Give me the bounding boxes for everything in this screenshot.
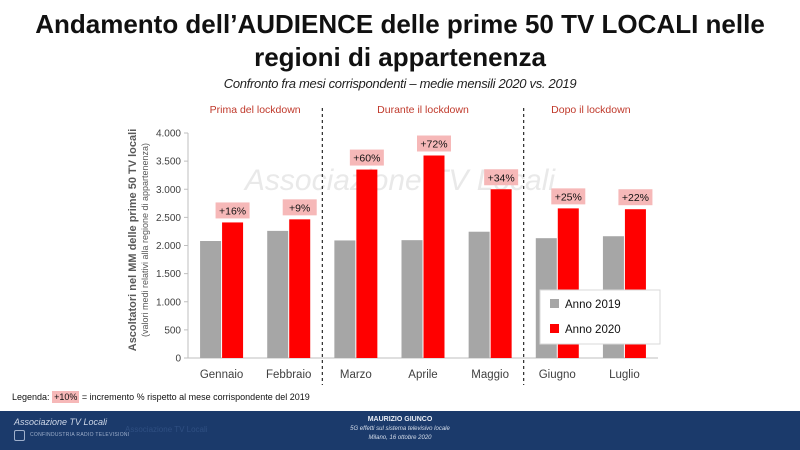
footer-talk-title: 5G effetti sul sistema televisivo locale [350, 426, 450, 432]
y-axis-subtitle: (valori medi relativi alla regione di ap… [140, 143, 150, 337]
x-tick-label: Gennaio [200, 369, 243, 381]
y-tick-label: 2.500 [156, 213, 181, 224]
bar-2020 [289, 219, 311, 358]
footer-faded-text: Associazione TV Locali [125, 425, 208, 434]
increment-box [551, 188, 586, 205]
legend-note: Legenda: +10% = incremento % rispetto al… [12, 391, 310, 403]
slide-title: Andamento dell’AUDIENCE delle prime 50 T… [0, 8, 800, 74]
footer-bar: Associazione TV Locali CONFINDUSTRIA RAD… [0, 411, 800, 450]
bar-2019 [468, 231, 490, 358]
bar-2019 [401, 240, 423, 358]
y-axis-title: Ascoltatori nel MM delle prime 50 TV loc… [127, 129, 139, 352]
legend-swatch [550, 299, 559, 308]
y-tick-label: 0 [175, 354, 181, 365]
increment-box [282, 199, 317, 216]
period-label: Dopo il lockdown [551, 104, 631, 116]
x-tick-label: Febbraio [266, 369, 311, 381]
increment-label: +60% [353, 153, 380, 165]
footer-org-name: Associazione TV Locali [14, 417, 108, 427]
x-tick-label: Marzo [340, 369, 372, 381]
footer-logo-icon [14, 430, 25, 441]
footer-org-sub: CONFINDUSTRIA RADIO TELEVISIONI [30, 432, 130, 438]
y-tick-label: 3.500 [156, 157, 181, 168]
x-tick-label: Giugno [539, 369, 576, 381]
period-label: Prima del lockdown [210, 104, 301, 116]
increment-label: +34% [488, 172, 515, 184]
increment-label: +72% [420, 139, 447, 151]
y-tick-label: 4.000 [156, 129, 181, 140]
title-line-1: Andamento dell’AUDIENCE delle prime 50 T… [35, 9, 765, 39]
audience-bar-chart: Associazione TV Locali05001.0001.5002.00… [127, 104, 661, 385]
bar-2019 [334, 240, 356, 358]
title-line-2: regioni di appartenenza [254, 42, 546, 72]
legend-note-sample: +10% [52, 391, 80, 403]
legend-box [539, 289, 661, 345]
legend-note-text: = incremento % rispetto al mese corrispo… [81, 392, 310, 402]
y-tick-label: 1.000 [156, 297, 181, 308]
footer-place-date: Milano, 16 ottobre 2020 [368, 435, 432, 441]
slide-subtitle: Confronto fra mesi corrispondenti – medi… [223, 76, 577, 91]
increment-box [618, 189, 653, 206]
increment-box [484, 169, 519, 186]
bar-2020 [356, 169, 378, 358]
legend-label: Anno 2020 [565, 324, 621, 336]
y-tick-label: 1.500 [156, 269, 181, 280]
bar-2020 [490, 189, 512, 358]
bar-2020 [423, 155, 445, 358]
increment-label: +9% [289, 202, 310, 214]
bar-2019 [200, 241, 222, 358]
y-tick-label: 2.000 [156, 241, 181, 252]
x-tick-label: Maggio [471, 369, 509, 381]
footer-speaker: MAURIZIO GIUNCO [367, 416, 433, 423]
increment-label: +22% [622, 192, 649, 204]
increment-box [349, 149, 384, 166]
legend-note-prefix: Legenda: [12, 392, 50, 402]
increment-label: +25% [555, 191, 582, 203]
legend-swatch [550, 324, 559, 333]
legend-label: Anno 2019 [565, 299, 621, 311]
x-tick-label: Luglio [609, 369, 640, 381]
y-tick-label: 3.000 [156, 185, 181, 196]
period-label: Durante il lockdown [377, 104, 469, 116]
bar-2020 [222, 222, 244, 358]
bar-2019 [267, 230, 289, 358]
y-tick-label: 500 [164, 325, 181, 336]
x-tick-label: Aprile [408, 369, 437, 381]
increment-label: +16% [219, 205, 246, 217]
increment-box [215, 202, 250, 219]
increment-box [417, 135, 451, 152]
